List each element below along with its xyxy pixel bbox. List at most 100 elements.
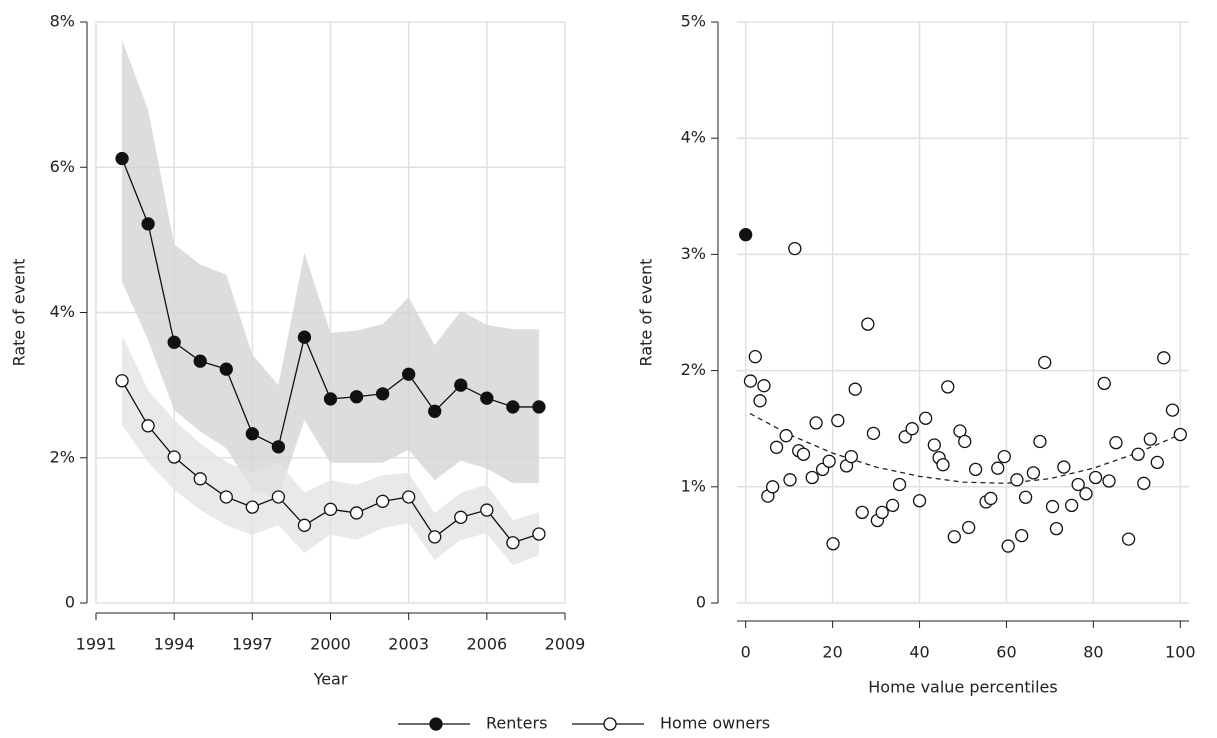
point (141, 419, 155, 433)
point (912, 494, 927, 508)
y-tick-label: 8% (50, 12, 75, 31)
y-tick-label: 3% (681, 244, 706, 263)
point (1137, 476, 1151, 490)
point (1018, 490, 1033, 504)
point (532, 527, 546, 541)
point (402, 490, 416, 504)
point (968, 462, 983, 477)
point (245, 500, 259, 514)
point (936, 458, 950, 472)
point (428, 404, 442, 418)
point (855, 505, 869, 520)
point (783, 473, 797, 487)
point (1038, 355, 1052, 370)
point (480, 503, 494, 517)
point (822, 454, 836, 468)
point (1015, 528, 1029, 543)
point (991, 461, 1005, 475)
point (1173, 427, 1187, 442)
point (866, 426, 881, 440)
x-tick-label: 1991 (76, 635, 117, 654)
point (1071, 477, 1085, 492)
legend-marker (429, 717, 443, 731)
fit-line (749, 413, 1181, 484)
point (826, 537, 840, 551)
point (454, 510, 468, 524)
x-tick-label: 20 (822, 643, 842, 662)
point (297, 518, 312, 532)
point (739, 227, 753, 242)
point (958, 434, 972, 449)
point (875, 505, 889, 520)
point (997, 449, 1011, 464)
y-tick-label: 2% (681, 360, 706, 379)
point (844, 449, 858, 464)
point (1001, 539, 1015, 553)
point (779, 429, 793, 443)
point (1143, 432, 1157, 446)
confidence-band (122, 335, 539, 566)
point (1045, 499, 1060, 514)
point (1026, 466, 1041, 480)
x-tick-label: 100 (1165, 643, 1196, 662)
point (885, 498, 900, 513)
point (892, 477, 907, 492)
point (809, 416, 823, 430)
y-tick-label: 0 (65, 593, 75, 612)
y-tick-label: 1% (681, 476, 706, 495)
point (918, 411, 933, 425)
y-tick-label: 2% (50, 447, 75, 466)
point (349, 390, 364, 404)
point (271, 440, 286, 454)
point (947, 530, 961, 544)
point (905, 422, 919, 436)
point (402, 367, 416, 381)
point (984, 491, 998, 506)
point (167, 450, 181, 464)
point (1157, 351, 1171, 365)
point (753, 394, 767, 408)
point (757, 379, 771, 393)
x-axis-label: Home value percentiles (868, 678, 1057, 697)
point (1010, 473, 1024, 487)
point (454, 378, 468, 392)
x-tick-label: 60 (996, 643, 1016, 662)
x-tick-label: 2000 (310, 635, 351, 654)
point (962, 520, 976, 535)
point (927, 438, 941, 452)
point (1150, 455, 1164, 470)
point (375, 387, 390, 401)
point (506, 400, 520, 414)
y-tick-label: 6% (50, 157, 75, 176)
point (349, 506, 364, 520)
point (1131, 447, 1145, 461)
point (193, 354, 207, 368)
x-tick-label: 40 (909, 643, 929, 662)
x-axis-label: Year (313, 670, 348, 689)
point (245, 427, 259, 441)
point (748, 350, 762, 364)
point (532, 400, 546, 414)
point (219, 490, 233, 504)
point (193, 472, 207, 486)
y-tick-label: 4% (681, 128, 706, 147)
point (1165, 403, 1180, 417)
legend-label: Home owners (660, 714, 770, 733)
point (1088, 470, 1103, 485)
point (769, 440, 784, 454)
x-tick-label: 1994 (154, 635, 195, 654)
point (297, 330, 312, 344)
point (1065, 498, 1079, 513)
point (796, 447, 811, 461)
point (861, 317, 875, 331)
point (941, 380, 955, 394)
x-tick-label: 2006 (466, 635, 507, 654)
point (848, 382, 862, 396)
y-axis-label: Rate of event (10, 259, 29, 367)
x-tick-label: 2009 (545, 635, 586, 654)
y-tick-label: 5% (681, 12, 706, 31)
point (1121, 532, 1136, 546)
point (271, 490, 286, 504)
point (788, 241, 802, 256)
